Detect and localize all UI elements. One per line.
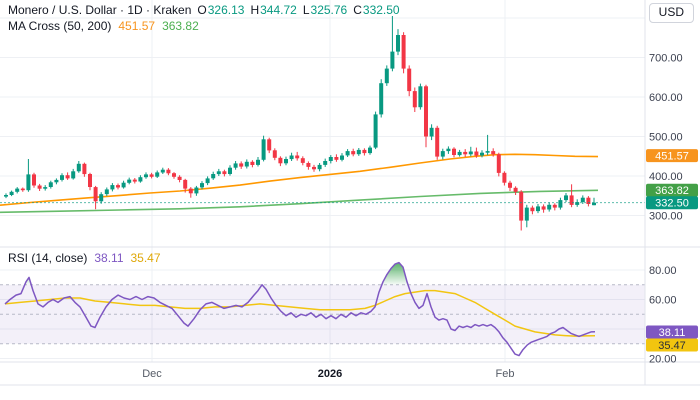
svg-text:38.11: 38.11 [659,327,686,339]
time-axis[interactable] [0,362,645,385]
rsi-pane[interactable] [0,249,645,362]
main-chart-pane[interactable] [0,0,645,246]
ma50-price-badge: 451.57 [646,149,698,162]
ma50-line [0,153,599,206]
ohlc-high: H344.72 [250,3,297,17]
ma200-line [0,189,599,214]
svg-text:60.00: 60.00 [649,295,677,307]
gridlines [0,0,645,362]
rsi-value-badge: 38.11 [646,325,698,339]
svg-text:700.00: 700.00 [649,53,683,65]
svg-text:2026: 2026 [318,368,342,380]
svg-text:600.00: 600.00 [649,92,683,104]
symbol-header: Monero / U.S. Dollar · 1D · Kraken O326.1… [8,3,400,17]
ma-cross-header: MA Cross (50, 200) 451.57 363.82 [8,19,199,33]
svg-text:300.00: 300.00 [649,211,683,223]
time-axis-labels: Dec 2026 Feb [142,368,514,380]
svg-text:80.00: 80.00 [649,265,677,277]
ohlc-close: C332.50 [353,3,400,17]
rsi-ma-line [4,289,596,337]
svg-text:500.00: 500.00 [649,132,683,144]
price-axis[interactable] [645,0,700,385]
rsi-ma-value-badge: 35.47 [646,338,698,352]
rsi-label[interactable]: RSI (14, close) [8,251,88,265]
price-axis-labels: 800.00700.00600.00500.00400.00300.0080.0… [649,13,683,366]
currency-button[interactable]: USD [648,3,694,23]
svg-text:400.00: 400.00 [649,171,683,183]
ma200-price-badge: 363.82 [646,183,698,197]
rsi-band [0,284,645,344]
svg-text:20.00: 20.00 [649,354,677,366]
ma-cross-label[interactable]: MA Cross (50, 200) [8,19,112,33]
svg-text:Feb: Feb [496,368,515,380]
rsi-ma-value: 35.47 [130,251,161,265]
ma200-value: 363.82 [162,19,199,33]
symbol-title[interactable]: Monero / U.S. Dollar · 1D · Kraken [8,3,192,17]
svg-text:35.47: 35.47 [658,340,686,352]
candles [4,16,596,231]
svg-text:Dec: Dec [142,368,162,380]
rsi-header: RSI (14, close) 38.11 35.47 [8,251,161,265]
svg-text:363.82: 363.82 [655,185,689,197]
last-price-badge: 332.50 [646,196,698,210]
rsi-line [4,261,596,357]
svg-text:332.50: 332.50 [655,198,689,210]
svg-text:451.57: 451.57 [655,150,689,162]
ohlc-low: L325.76 [302,3,348,17]
ohlc-open: O326.13 [197,3,245,17]
rsi-value: 38.11 [94,251,124,265]
ma50-value: 451.57 [118,19,156,33]
